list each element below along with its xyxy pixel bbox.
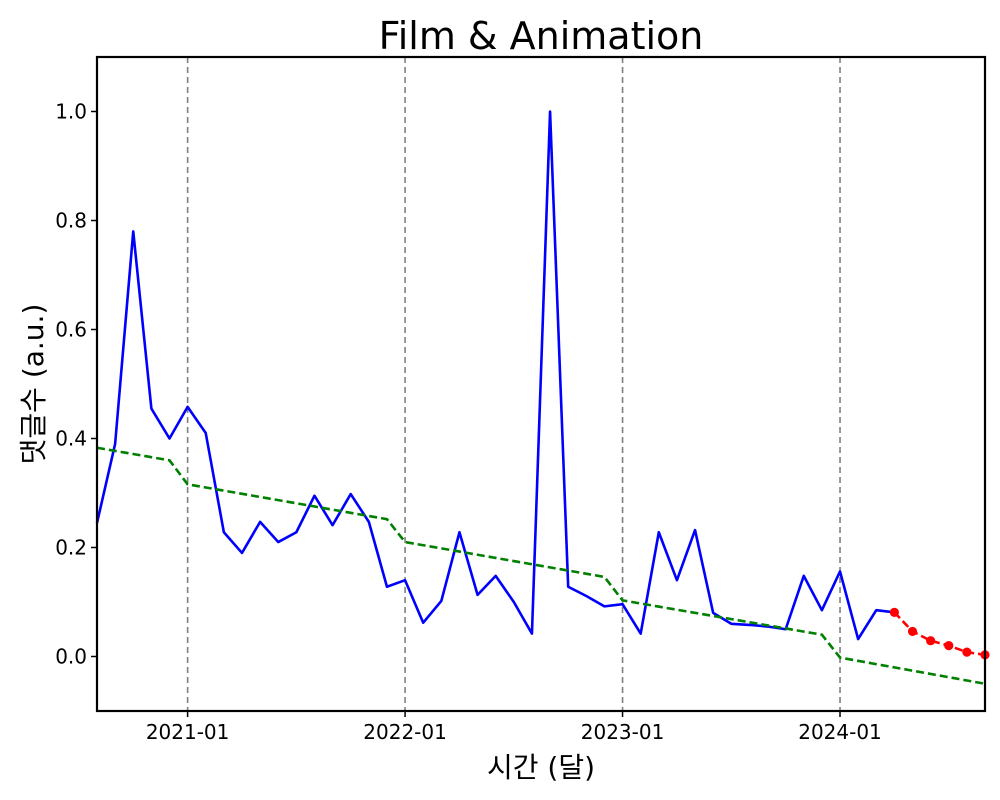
y-axis-label: 댓글수 (a.u.) — [17, 304, 50, 465]
x-tick-label: 2023-01 — [581, 720, 665, 744]
chart-title: Film & Animation — [379, 14, 704, 58]
x-tick-label: 2022-01 — [363, 720, 447, 744]
x-tick-label: 2024-01 — [798, 720, 882, 744]
series-line-3 — [893, 611, 986, 657]
y-tick-label: 0.0 — [55, 645, 87, 669]
series-line-2 — [96, 446, 986, 686]
y-tick-label: 0.8 — [55, 209, 87, 233]
series-point — [889, 607, 899, 617]
plot-frame — [95, 55, 987, 713]
y-tick-label: 0.6 — [55, 318, 87, 342]
x-axis-label: 시간 (달) — [487, 751, 595, 784]
y-axis: 0.0 0.2 0.4 0.6 0.8 1.0 — [55, 100, 97, 669]
series-line-1 — [95, 110, 895, 641]
year-markers — [186, 57, 841, 711]
series-layer — [95, 110, 990, 686]
x-tick-label: 2021-01 — [146, 720, 230, 744]
y-tick-label: 1.0 — [55, 100, 87, 124]
series-point — [907, 626, 918, 637]
x-axis: 2021-01 2022-01 2023-01 2024-01 — [146, 711, 882, 744]
y-tick-label: 0.4 — [55, 427, 87, 451]
series-point — [944, 641, 954, 651]
series-point — [962, 647, 972, 657]
series-point — [926, 636, 936, 646]
y-tick-label: 0.2 — [55, 536, 87, 560]
